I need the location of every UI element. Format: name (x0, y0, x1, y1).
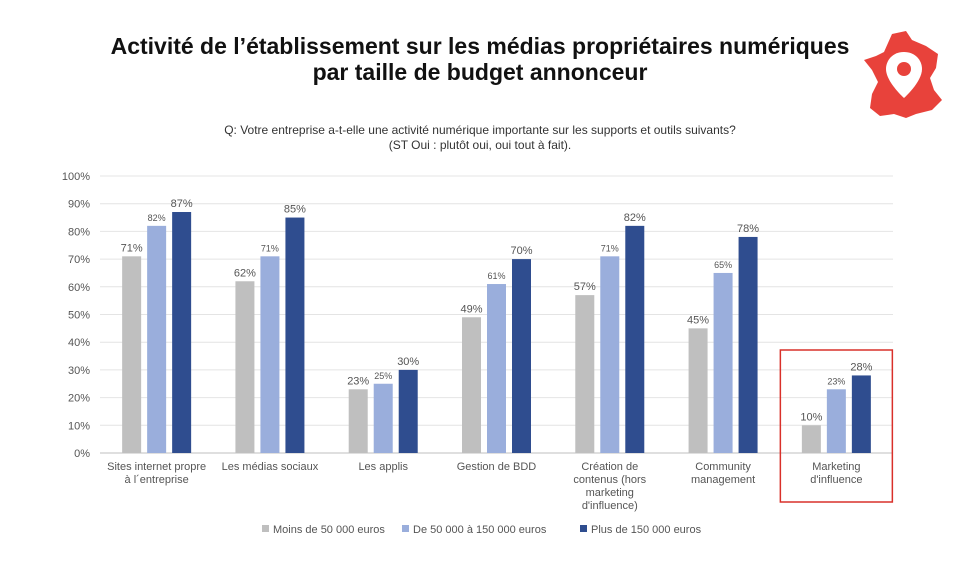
data-label: 71% (261, 243, 279, 253)
question-line-2: (ST Oui : plutôt oui, oui tout à fait). (388, 138, 572, 152)
data-label: 87% (171, 198, 193, 210)
bar (122, 256, 142, 453)
data-label: 25% (374, 371, 392, 381)
legend-label: Plus de 150 000 euros (591, 524, 702, 536)
bar (172, 212, 192, 453)
title-line-1: Activité de l’établissement sur les médi… (110, 33, 850, 59)
category-label: Gestion de BDD (457, 461, 537, 473)
bar (688, 328, 708, 453)
y-tick-label: 0% (74, 448, 90, 460)
bar (373, 383, 393, 453)
y-tick-label: 100% (62, 171, 90, 183)
bar (348, 389, 368, 453)
highlight (779, 349, 894, 503)
bar (575, 295, 595, 453)
data-label: 70% (510, 245, 532, 257)
bar (260, 256, 280, 453)
legend-swatch (402, 525, 409, 532)
bar (285, 217, 305, 453)
y-tick-label: 90% (68, 199, 90, 211)
category-label: Marketing (812, 461, 860, 473)
data-label: 30% (397, 356, 419, 368)
category-label: à l´entreprise (125, 474, 189, 486)
data-label: 85% (284, 204, 306, 216)
data-label: 28% (850, 361, 872, 373)
data-label: 82% (624, 212, 646, 224)
legend-label: De 50 000 à 150 000 euros (413, 524, 547, 536)
question-line-1: Q: Votre entreprise a-t-elle une activit… (224, 123, 736, 137)
bar (625, 225, 645, 453)
category-label: marketing (586, 487, 634, 499)
data-label: 61% (487, 271, 505, 281)
data-label: 10% (800, 411, 822, 423)
title-line-2: par taille de budget annonceur (312, 59, 648, 85)
bar (398, 369, 418, 453)
y-tick-label: 10% (68, 420, 90, 432)
legend: Moins de 50 000 euros De 50 000 à 150 000… (262, 524, 702, 536)
y-tick-label: 50% (68, 310, 90, 322)
category-label: Les médias sociaux (222, 461, 319, 473)
data-label: 57% (574, 281, 596, 293)
category-label: management (691, 474, 755, 486)
bar (600, 256, 620, 453)
y-tick-label: 80% (68, 226, 90, 238)
bar (487, 284, 506, 453)
bar (826, 389, 846, 453)
data-label: 65% (714, 260, 732, 270)
data-label: 45% (687, 314, 709, 326)
bar (462, 317, 481, 453)
data-label: 78% (737, 223, 759, 235)
category-label: d'influence) (582, 500, 638, 512)
y-tick-label: 60% (68, 282, 90, 294)
data-labels: 71% 82% 87% 62% 71% 85% 23% 25% 30% 49% 61% 70% 57% 7… (121, 198, 873, 423)
category-label: Les applis (358, 461, 408, 473)
survey-question: Q: Votre entreprise a-t-elle une activit… (0, 123, 960, 153)
data-label: 23% (347, 375, 369, 387)
category-label: d'influence (810, 474, 862, 486)
category-label: Community (695, 461, 751, 473)
data-label: 71% (121, 242, 143, 254)
category-label: Sites internet propre (107, 461, 206, 473)
data-label: 62% (234, 267, 256, 279)
bars (122, 212, 871, 453)
category-label: contenus (hors (573, 474, 646, 486)
gridlines (100, 175, 893, 454)
legend-swatch (580, 525, 587, 532)
data-label: 82% (148, 213, 166, 223)
chart-title: Activité de l’établissement sur les médi… (0, 33, 960, 85)
data-label: 49% (460, 303, 482, 315)
y-axis: 0% 10% 20% 30% 40% 50% 60% 70% 80% 90% 100% (62, 171, 90, 460)
france-map-location-icon (864, 31, 942, 118)
y-tick-label: 40% (68, 337, 90, 349)
bar (235, 281, 255, 453)
y-tick-label: 30% (68, 365, 90, 377)
bar (512, 259, 531, 453)
legend-swatch (262, 525, 269, 532)
data-label: 71% (601, 243, 619, 253)
y-tick-label: 20% (68, 393, 90, 405)
y-tick-label: 70% (68, 254, 90, 266)
bar (738, 236, 758, 453)
legend-label: Moins de 50 000 euros (273, 524, 385, 536)
bar (851, 375, 871, 453)
bar (147, 225, 167, 453)
category-label: Création de (581, 461, 638, 473)
highlight-box (779, 349, 894, 503)
bar (713, 272, 733, 453)
bar (801, 425, 821, 453)
data-label: 23% (827, 376, 845, 386)
